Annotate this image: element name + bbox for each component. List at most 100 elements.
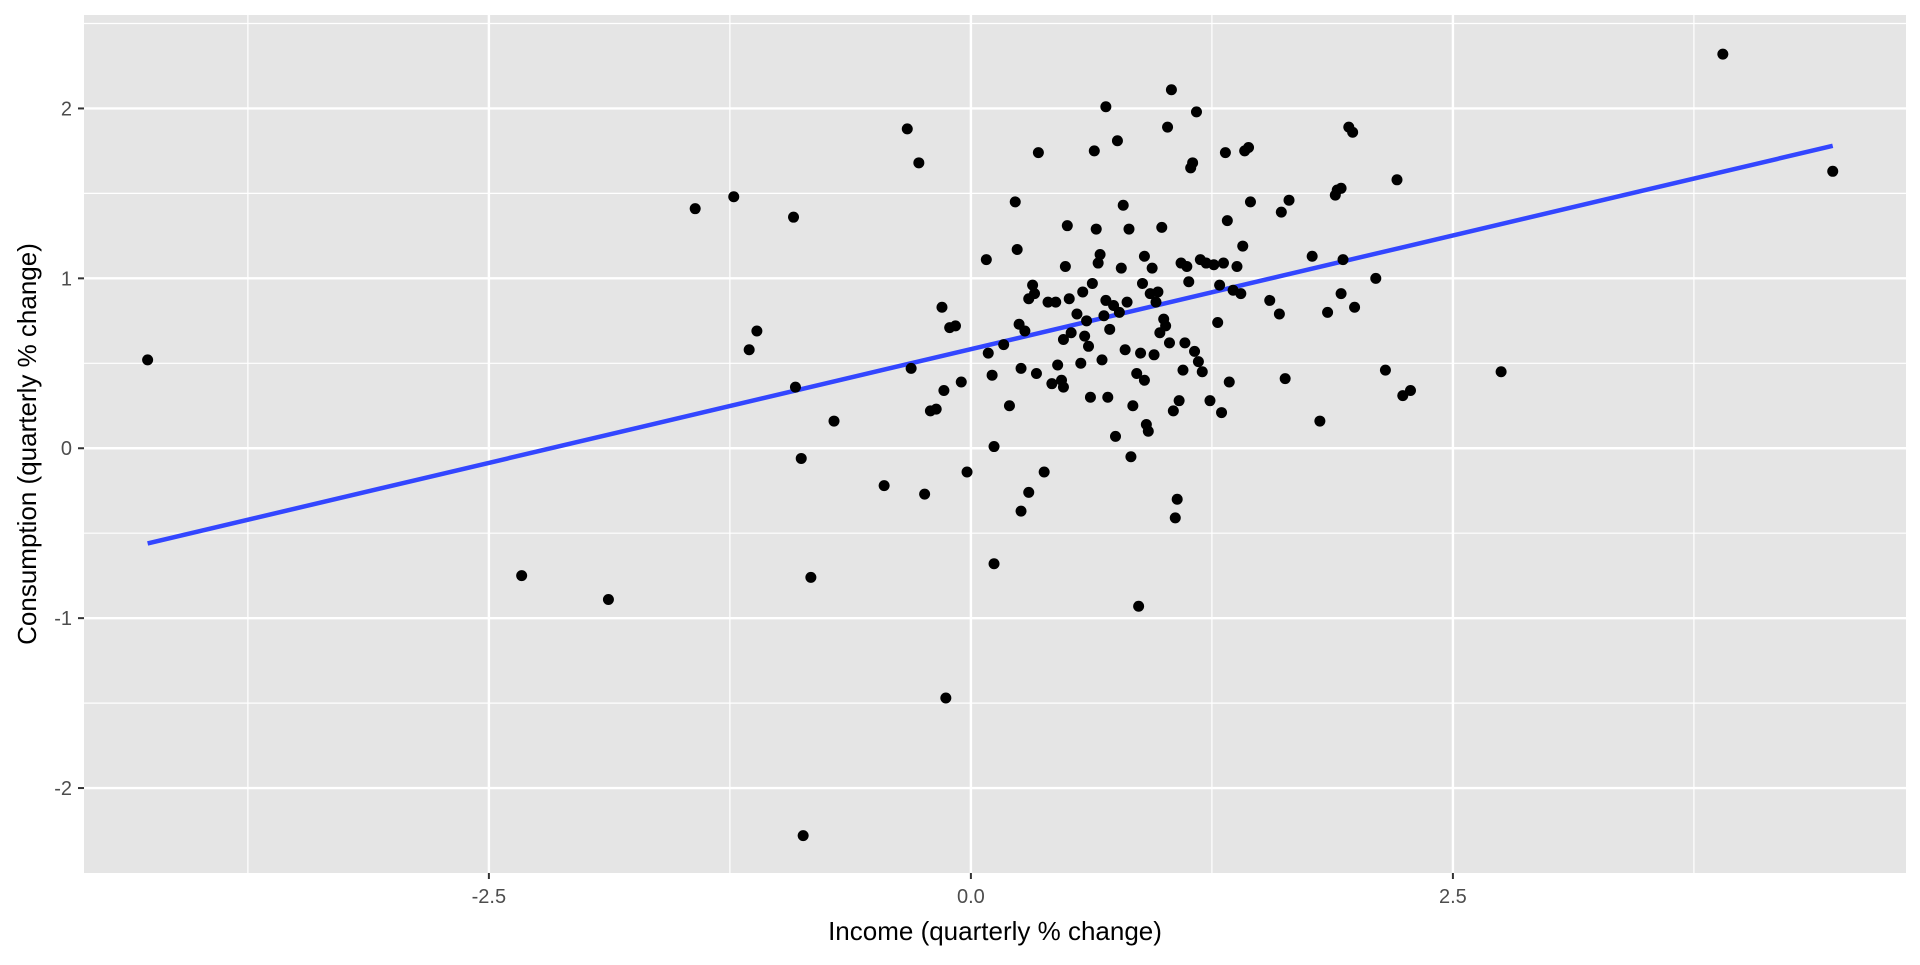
data-point bbox=[1003, 400, 1015, 412]
data-point bbox=[1038, 466, 1050, 478]
data-point bbox=[1221, 215, 1233, 227]
data-point bbox=[1187, 157, 1199, 169]
y-tick-label: -1 bbox=[54, 608, 72, 630]
data-point bbox=[1057, 334, 1069, 346]
data-point bbox=[1314, 415, 1326, 427]
data-point bbox=[1059, 260, 1071, 272]
data-point bbox=[516, 570, 528, 582]
data-point bbox=[1079, 330, 1091, 342]
minor-gridlines bbox=[84, 15, 1906, 873]
trend-line bbox=[147, 143, 1834, 546]
data-point bbox=[1337, 254, 1349, 266]
data-point bbox=[919, 488, 931, 500]
data-point bbox=[1264, 294, 1276, 306]
data-point bbox=[1019, 325, 1031, 337]
data-point bbox=[1235, 288, 1247, 300]
data-point bbox=[1275, 206, 1287, 218]
data-point bbox=[1030, 367, 1042, 379]
data-point bbox=[1169, 512, 1181, 524]
data-point bbox=[142, 354, 154, 366]
data-point bbox=[1156, 221, 1168, 233]
data-point bbox=[602, 593, 614, 605]
data-point bbox=[1121, 296, 1133, 308]
data-point bbox=[1117, 199, 1129, 211]
data-point bbox=[1113, 306, 1125, 318]
data-point bbox=[795, 452, 807, 464]
data-point bbox=[1165, 84, 1177, 96]
data-point bbox=[1098, 310, 1110, 322]
data-point bbox=[1335, 182, 1347, 194]
data-point bbox=[1009, 196, 1021, 208]
data-point bbox=[1057, 381, 1069, 393]
y-tick-label: 2 bbox=[61, 98, 72, 120]
data-point bbox=[1125, 451, 1137, 463]
data-point bbox=[1335, 288, 1347, 300]
data-point bbox=[1088, 145, 1100, 157]
data-point bbox=[1173, 395, 1185, 407]
data-point bbox=[1244, 196, 1256, 208]
data-point bbox=[1163, 337, 1175, 349]
data-point bbox=[1217, 257, 1229, 269]
data-point bbox=[1495, 366, 1507, 378]
data-point bbox=[1065, 327, 1077, 339]
data-point bbox=[982, 347, 994, 359]
data-point bbox=[1148, 349, 1160, 361]
data-point bbox=[1162, 121, 1174, 133]
data-point bbox=[930, 403, 942, 415]
data-point bbox=[1322, 306, 1334, 318]
data-point bbox=[1177, 364, 1189, 376]
data-point bbox=[1042, 296, 1054, 308]
data-point bbox=[1135, 347, 1147, 359]
data-point bbox=[1102, 391, 1114, 403]
data-point bbox=[1237, 240, 1249, 252]
data-point bbox=[961, 466, 973, 478]
data-point bbox=[1150, 296, 1162, 308]
data-point bbox=[940, 692, 952, 704]
data-point bbox=[1189, 345, 1201, 357]
data-point bbox=[1717, 48, 1729, 60]
data-point bbox=[1379, 364, 1391, 376]
data-point bbox=[689, 203, 701, 215]
data-point bbox=[1223, 376, 1235, 388]
data-point bbox=[1146, 262, 1158, 274]
data-point bbox=[805, 571, 817, 583]
y-tick-label: 1 bbox=[61, 268, 72, 290]
data-point bbox=[1181, 260, 1193, 272]
data-point bbox=[1179, 337, 1191, 349]
data-point bbox=[1090, 223, 1102, 235]
data-point bbox=[1032, 147, 1044, 159]
data-point bbox=[789, 381, 801, 393]
data-point bbox=[955, 376, 967, 388]
data-point bbox=[1219, 147, 1231, 159]
x-tick-label: 2.5 bbox=[1439, 886, 1467, 908]
data-point bbox=[988, 558, 1000, 570]
data-point bbox=[1071, 308, 1083, 320]
data-point bbox=[1347, 126, 1359, 138]
y-axis-ticks: -2 -1 0 1 2 bbox=[54, 98, 84, 800]
data-point bbox=[751, 325, 763, 337]
data-point bbox=[1023, 486, 1035, 498]
data-point bbox=[905, 362, 917, 374]
data-point bbox=[1349, 301, 1361, 313]
data-point bbox=[1306, 250, 1318, 262]
data-point bbox=[1127, 400, 1139, 412]
data-point bbox=[1152, 286, 1164, 298]
data-point bbox=[938, 384, 950, 396]
data-point bbox=[1092, 257, 1104, 269]
data-point bbox=[1011, 243, 1023, 255]
data-point bbox=[901, 123, 913, 135]
data-point bbox=[1273, 308, 1285, 320]
data-point bbox=[1133, 600, 1145, 612]
data-point bbox=[1083, 340, 1095, 352]
data-point bbox=[986, 369, 998, 381]
data-point bbox=[1027, 279, 1039, 291]
data-point bbox=[788, 211, 800, 223]
data-point bbox=[1077, 286, 1089, 298]
data-point bbox=[1138, 374, 1150, 386]
data-point bbox=[1096, 354, 1108, 366]
data-point bbox=[1167, 405, 1179, 417]
x-tick-label: -2.5 bbox=[472, 886, 506, 908]
data-point bbox=[1231, 260, 1243, 272]
